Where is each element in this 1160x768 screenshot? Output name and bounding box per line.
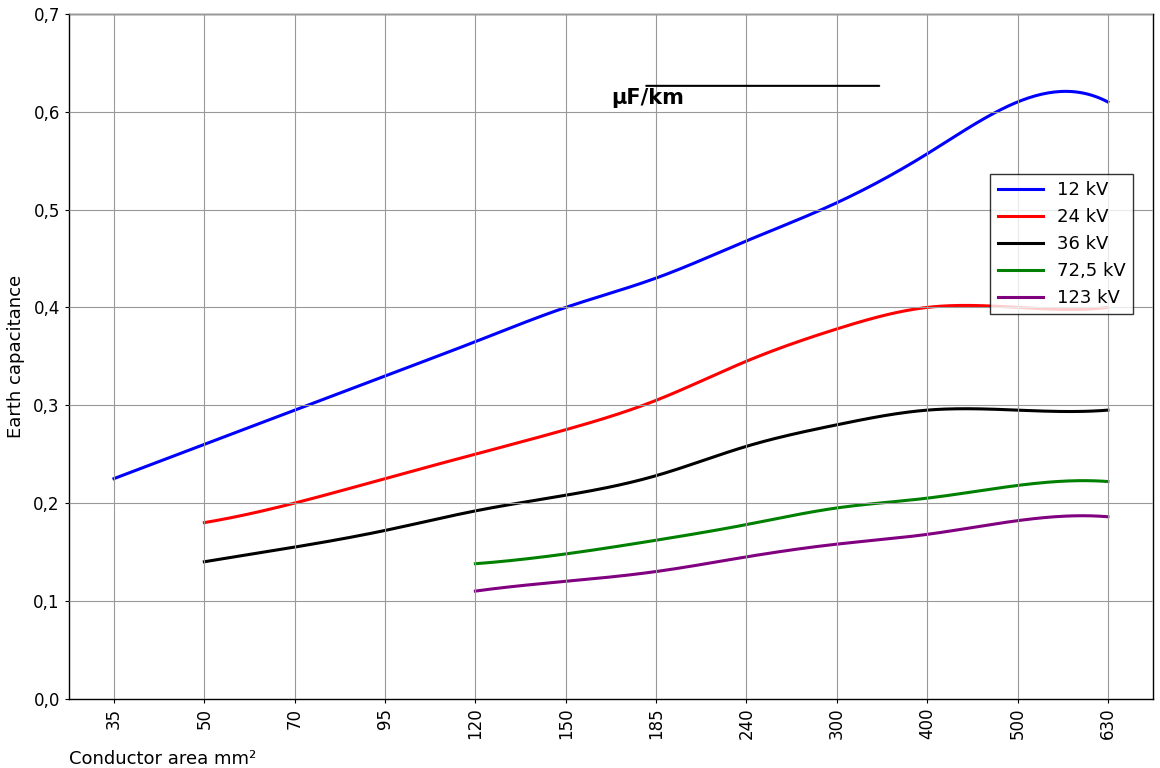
12 kV (1058, 87, 1072, 96)
Line: 123 kV: 123 kV (476, 516, 1108, 591)
72,5 kV (843, 502, 857, 511)
24 kV (1101, 303, 1115, 312)
123 kV (856, 537, 870, 546)
Legend: 12 kV, 24 kV, 36 kV, 72,5 kV, 123 kV: 12 kV, 24 kV, 36 kV, 72,5 kV, 123 kV (991, 174, 1133, 314)
12 kV (110, 473, 124, 482)
36 kV (1020, 406, 1034, 415)
72,5 kV (1042, 478, 1056, 487)
72,5 kV (856, 500, 870, 509)
72,5 kV (1001, 482, 1015, 492)
72,5 kV (469, 559, 483, 568)
Line: 12 kV: 12 kV (114, 91, 1108, 478)
24 kV (1020, 303, 1034, 313)
36 kV (735, 443, 749, 452)
36 kV (959, 404, 973, 413)
24 kV (197, 518, 211, 527)
12 kV (695, 255, 709, 264)
36 kV (1101, 406, 1115, 415)
Text: Conductor area mm²: Conductor area mm² (68, 750, 256, 768)
123 kV (471, 586, 485, 595)
123 kV (844, 538, 858, 547)
Text: μF/km: μF/km (611, 88, 683, 108)
36 kV (962, 404, 976, 413)
24 kV (962, 301, 976, 310)
24 kV (735, 359, 749, 368)
12 kV (716, 247, 730, 256)
12 kV (1008, 98, 1022, 108)
123 kV (843, 538, 857, 548)
36 kV (197, 557, 211, 566)
24 kV (959, 301, 973, 310)
123 kV (1042, 512, 1056, 521)
72,5 kV (1075, 476, 1089, 485)
24 kV (201, 518, 215, 527)
36 kV (732, 444, 746, 453)
Line: 24 kV: 24 kV (204, 306, 1108, 522)
Line: 36 kV: 36 kV (204, 409, 1108, 561)
Y-axis label: Earth capacitance: Earth capacitance (7, 275, 26, 438)
123 kV (1001, 518, 1015, 527)
36 kV (201, 557, 215, 566)
12 kV (698, 253, 712, 263)
72,5 kV (471, 559, 485, 568)
12 kV (1101, 98, 1115, 107)
24 kV (732, 359, 746, 369)
72,5 kV (844, 502, 858, 511)
Line: 72,5 kV: 72,5 kV (476, 481, 1108, 564)
123 kV (1101, 512, 1115, 521)
123 kV (1075, 511, 1089, 521)
12 kV (944, 134, 958, 143)
12 kV (107, 474, 121, 483)
72,5 kV (1101, 477, 1115, 486)
123 kV (469, 587, 483, 596)
24 kV (751, 353, 764, 362)
36 kV (751, 439, 764, 448)
